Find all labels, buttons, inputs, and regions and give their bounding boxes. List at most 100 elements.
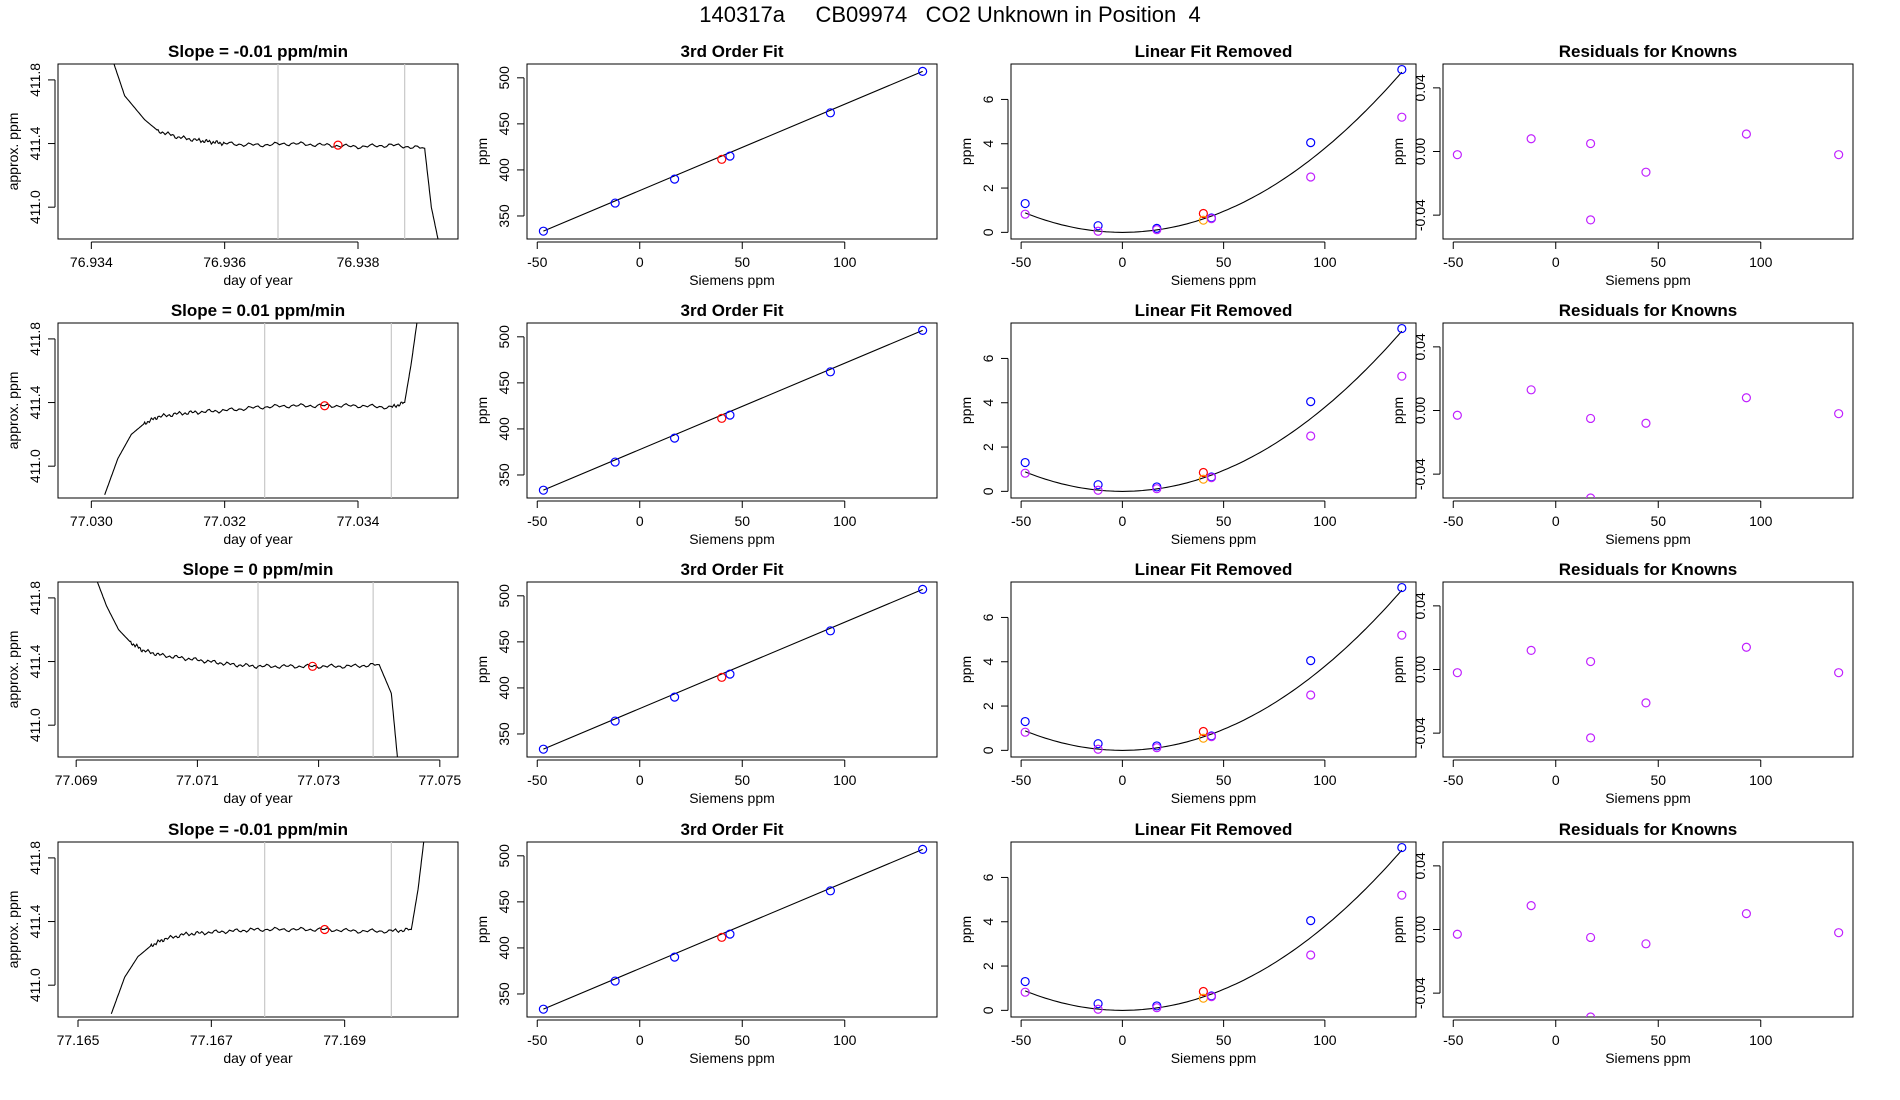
data-point xyxy=(825,626,836,636)
x-axis-label: Siemens ppm xyxy=(689,272,775,288)
plot-area xyxy=(1452,129,1844,225)
x-tick-label: 77.034 xyxy=(337,513,380,529)
figure-title: 140317a CB09974 CO2 Unknown in Position … xyxy=(699,2,1201,27)
x-tick-label: 76.936 xyxy=(203,254,246,270)
y-axis-label: ppm xyxy=(958,656,974,683)
x-tick-label: 0 xyxy=(1552,1032,1560,1048)
y-tick-label: 0.04 xyxy=(1412,592,1428,619)
chart-title: Residuals for Knowns xyxy=(1559,820,1738,839)
data-point xyxy=(1306,431,1316,441)
chart-panel-3-4: Residuals for Knowns -50 0 50 100 Siemens ppm… xyxy=(1390,560,1854,806)
x-tick-label: -50 xyxy=(1011,772,1031,788)
data-point xyxy=(1585,932,1596,943)
y-axis-label: approx. ppm xyxy=(5,113,21,191)
data-point xyxy=(725,151,735,161)
data-point xyxy=(1834,150,1844,160)
data-point xyxy=(717,413,727,423)
x-tick-label: -50 xyxy=(1011,513,1031,529)
y-axis-label: ppm xyxy=(1390,138,1406,165)
x-tick-label: -50 xyxy=(527,772,547,788)
data-point xyxy=(1741,908,1752,919)
y-tick-label: 0.04 xyxy=(1412,333,1428,360)
y-tick-label: 411.4 xyxy=(27,904,43,938)
x-tick-label: 0 xyxy=(636,772,644,788)
y-tick-label: 500 xyxy=(496,584,512,608)
data-point xyxy=(1093,221,1103,231)
data-point xyxy=(1198,208,1208,219)
x-tick-label: 100 xyxy=(1749,772,1773,788)
x-tick-label: -50 xyxy=(1011,1032,1031,1048)
x-axis: 76.934 76.936 76.938 xyxy=(70,241,380,270)
x-tick-label: 50 xyxy=(1216,254,1232,270)
x-axis: -50 0 50 100 xyxy=(1011,500,1337,529)
data-point xyxy=(1526,901,1536,911)
x-tick-label: 50 xyxy=(734,1032,750,1048)
y-tick-label: 6 xyxy=(980,354,996,362)
y-tick-label: 4 xyxy=(980,658,996,666)
data-point xyxy=(1585,733,1596,743)
x-axis-label: Siemens ppm xyxy=(1605,272,1691,288)
x-axis: -50 0 50 100 xyxy=(1443,759,1773,788)
x-axis-label: day of year xyxy=(223,531,293,547)
x-tick-label: 100 xyxy=(833,254,857,270)
y-axis-label: ppm xyxy=(474,656,490,683)
x-tick-label: 0 xyxy=(1118,513,1126,529)
data-point xyxy=(1397,582,1407,593)
y-tick-label: 2 xyxy=(980,443,996,451)
data-point xyxy=(1452,929,1462,939)
chart-title: Residuals for Knowns xyxy=(1559,301,1738,320)
data-point xyxy=(1526,645,1536,656)
x-axis: -50 0 50 100 xyxy=(1011,1019,1337,1048)
plot-frame xyxy=(1442,841,1854,1018)
y-tick-label: 450 xyxy=(496,630,512,654)
y-tick-label: 400 xyxy=(496,417,512,441)
data-point xyxy=(1093,485,1103,495)
data-point xyxy=(538,1004,549,1014)
fit-curve xyxy=(543,329,923,491)
x-tick-label: 50 xyxy=(1216,772,1232,788)
data-point xyxy=(1152,743,1162,753)
y-tick-label: 411.0 xyxy=(27,190,43,224)
y-axis: 0 2 4 6 xyxy=(980,613,1009,754)
y-axis-label: ppm xyxy=(474,397,490,424)
data-point xyxy=(1306,916,1316,926)
data-point xyxy=(1526,385,1536,395)
x-axis-label: day of year xyxy=(223,790,293,806)
plot-area xyxy=(1020,323,1407,495)
y-axis: 0 2 4 6 xyxy=(980,95,1009,236)
data-point xyxy=(1397,630,1407,640)
x-tick-label: 0 xyxy=(1552,772,1560,788)
data-point xyxy=(1306,172,1316,182)
plot-frame xyxy=(1010,63,1417,240)
fit-curve xyxy=(543,588,923,750)
plot-area xyxy=(1020,582,1407,754)
plot-frame xyxy=(57,322,459,499)
chart-panel-1-3: Linear Fit Removed -50 0 50 100 Siemens ppm 0 2… xyxy=(958,42,1417,288)
y-axis-label: ppm xyxy=(958,138,974,165)
x-tick-label: 77.165 xyxy=(57,1032,100,1048)
y-tick-label: 0.00 xyxy=(1412,397,1428,424)
chart-panel-2-4: Residuals for Knowns -50 0 50 100 Siemens ppm… xyxy=(1390,301,1854,547)
y-tick-label: 0 xyxy=(980,487,996,495)
y-tick-label: 400 xyxy=(496,936,512,960)
x-tick-label: 0 xyxy=(636,1032,644,1048)
plot-frame xyxy=(526,322,938,499)
y-axis: 350 400 450 500 xyxy=(496,844,525,1006)
plot-area xyxy=(538,66,928,236)
x-axis: -50 0 50 100 xyxy=(1011,241,1337,270)
plot-frame xyxy=(1442,322,1854,499)
data-point xyxy=(1585,138,1596,149)
chart-panel-1-4: Residuals for Knowns -50 0 50 100 Siemens ppm… xyxy=(1390,42,1854,288)
data-point xyxy=(1397,371,1407,381)
plot-area xyxy=(104,323,418,498)
x-tick-label: 0 xyxy=(636,254,644,270)
y-tick-label: 411.8 xyxy=(27,322,43,356)
chart-title: Linear Fit Removed xyxy=(1135,820,1293,839)
chart-title: Slope = -0.01 ppm/min xyxy=(168,42,348,61)
plot-frame xyxy=(57,63,459,240)
chart-panel-2-2: 3rd Order Fit -50 0 50 100 Siemens ppm 350 400 4… xyxy=(474,301,938,547)
chart-title: 3rd Order Fit xyxy=(681,560,784,579)
mean-marker xyxy=(333,140,343,150)
x-tick-label: 77.032 xyxy=(203,513,246,529)
concentration-trace xyxy=(104,323,418,495)
